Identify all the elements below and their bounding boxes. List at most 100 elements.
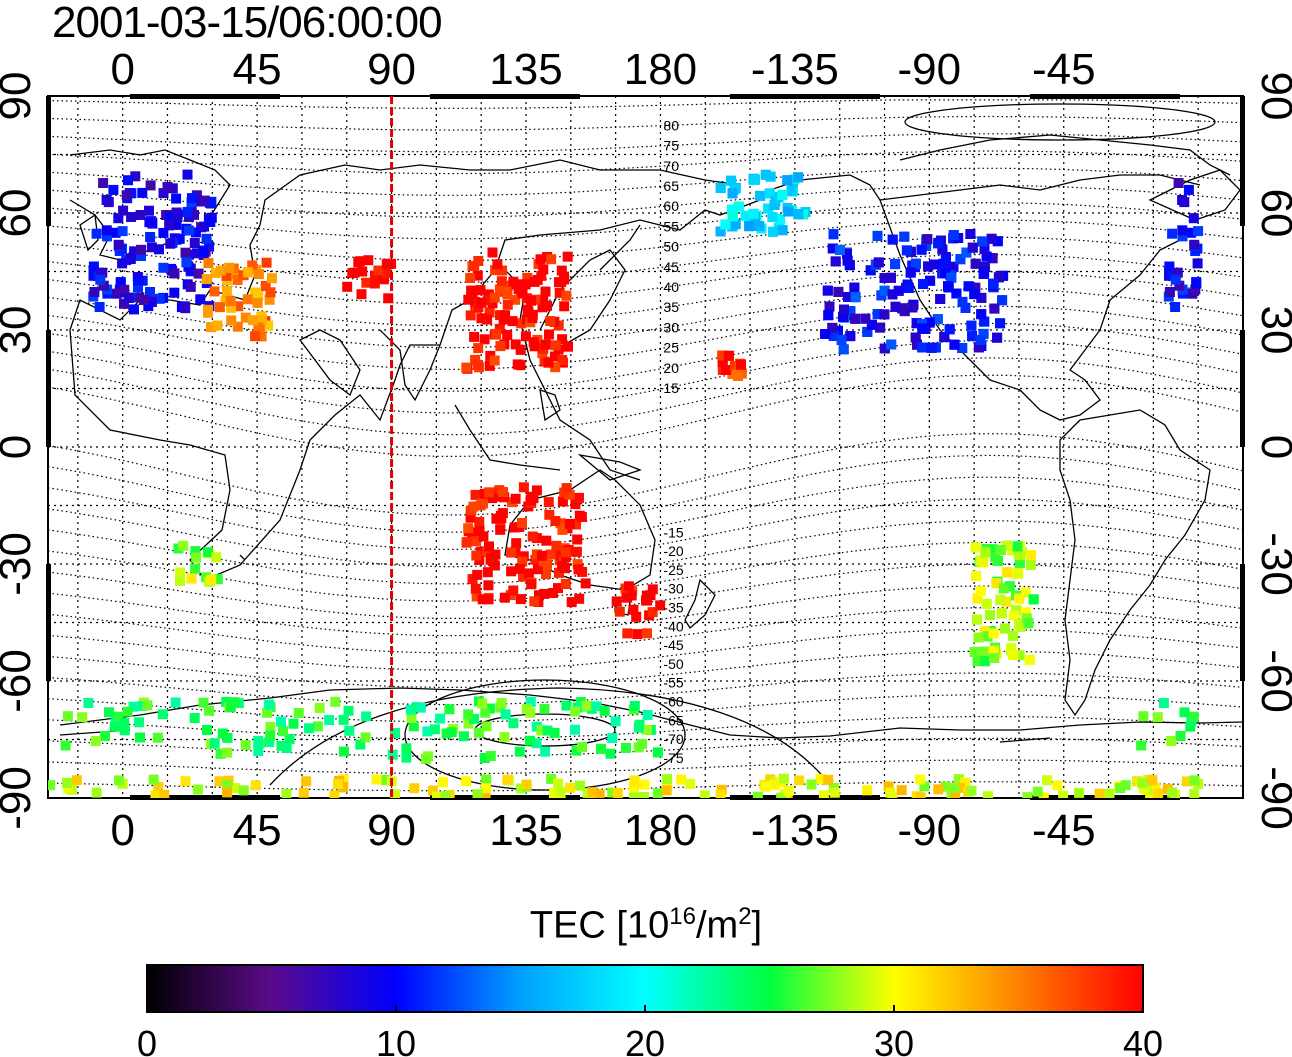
tec-pixel <box>647 607 658 618</box>
tec-pixel <box>822 285 833 296</box>
tec-pixel <box>1014 557 1025 568</box>
tec-pixel <box>970 542 981 553</box>
magnetic-latitude-label: -65 <box>663 712 683 728</box>
tec-pixel <box>911 318 922 329</box>
tec-pixel <box>480 790 491 798</box>
colorbar-tick-label: 0 <box>137 1023 157 1057</box>
magnetic-latitude-label: 65 <box>663 178 679 194</box>
tec-pixel <box>438 777 448 788</box>
tec-pixel <box>641 724 652 735</box>
y-tick-label-left: -60 <box>0 649 40 713</box>
tec-pixel <box>253 746 264 756</box>
x-tick-label-bottom: 90 <box>367 806 416 855</box>
tec-pixel <box>1191 278 1202 289</box>
y-tick-label-right: -30 <box>1252 532 1292 596</box>
tec-pixel <box>893 285 904 296</box>
x-tick-label-bottom: -90 <box>898 806 962 855</box>
tec-pixel <box>496 276 507 287</box>
tec-pixel <box>998 583 1009 594</box>
tec-pixel <box>960 777 971 788</box>
tec-pixel <box>628 789 639 798</box>
tec-pixel <box>830 256 841 267</box>
tec-pixel <box>520 279 531 290</box>
tec-pixel <box>499 492 510 503</box>
tec-pixel <box>540 339 551 350</box>
tec-pixel <box>387 749 398 760</box>
tec-pixel <box>860 313 871 324</box>
magnetic-latitude-label: 40 <box>663 279 679 295</box>
y-tick-label-left: 90 <box>0 72 40 121</box>
tec-pixel <box>369 278 380 289</box>
tec-pixel <box>580 578 591 589</box>
tec-pixel <box>923 261 934 272</box>
tec-pixel <box>879 285 890 296</box>
tec-pixel <box>202 725 212 735</box>
tec-pixel <box>314 702 325 713</box>
tec-pixel <box>164 220 175 231</box>
tec-pixel <box>917 342 928 353</box>
tec-pixel <box>191 552 202 563</box>
tec-pixel <box>969 289 980 300</box>
tec-pixel <box>577 742 587 752</box>
tec-pixel <box>1189 239 1200 250</box>
tec-pixel <box>872 309 883 320</box>
x-tick-label-top: 45 <box>233 45 282 94</box>
tec-pixel <box>897 303 908 314</box>
magnetic-latitude-label: -35 <box>663 599 683 615</box>
tec-pixel <box>265 730 276 741</box>
magnetic-latitude-label: 35 <box>663 299 679 315</box>
tec-pixel <box>409 783 420 794</box>
tec-pixel <box>662 774 672 784</box>
magnetic-latitude-label: -40 <box>663 618 683 634</box>
tec-pixel <box>117 226 128 237</box>
tec-pixel <box>89 287 100 297</box>
tec-pixel <box>95 274 106 285</box>
tec-pixel <box>622 592 633 603</box>
magnetic-latitude-label: -75 <box>663 750 683 766</box>
tec-pixel <box>153 781 164 792</box>
tec-pixel <box>629 700 640 711</box>
magnetic-latitude-label: 80 <box>663 117 679 133</box>
tec-pixel <box>1158 698 1169 708</box>
magnetic-latitude-label: -30 <box>663 581 683 597</box>
x-tick-label-bottom: -45 <box>1032 806 1096 855</box>
tec-pixel <box>361 711 372 722</box>
tec-pixel <box>489 355 500 366</box>
tec-pixel <box>979 261 990 272</box>
tec-pixel <box>599 705 610 716</box>
tec-pixel <box>527 531 538 542</box>
tec-pixel <box>401 743 412 754</box>
tec-pixel <box>614 606 625 617</box>
tec-pixel <box>63 783 74 794</box>
tec-pixel <box>390 789 400 798</box>
tec-pixel <box>979 646 990 657</box>
x-tick-label-top: -90 <box>898 45 962 94</box>
y-tick-label-right: 0 <box>1252 435 1292 459</box>
tec-pixel <box>976 309 987 320</box>
tec-pixel <box>546 774 557 784</box>
tec-pixel <box>988 645 999 656</box>
tec-pixel <box>639 779 650 790</box>
tec-pixel <box>201 274 212 285</box>
tec-pixel <box>940 252 951 263</box>
tec-pixel <box>264 294 275 305</box>
tec-pixel <box>559 301 570 312</box>
tec-pixel <box>502 289 513 300</box>
tec-pixel <box>541 569 551 580</box>
tec-pixel <box>214 302 225 313</box>
magnetic-latitude-line <box>48 305 1243 371</box>
tec-pixel <box>572 534 583 545</box>
tec-pixel <box>1014 650 1025 661</box>
tec-pixel <box>769 779 780 790</box>
magnetic-latitude-line <box>48 520 1243 585</box>
magnetic-latitude-line <box>48 133 1243 153</box>
tec-pixel <box>990 552 1001 563</box>
tec-pixel <box>827 243 838 254</box>
tec-pixel <box>572 559 583 570</box>
tec-pixel <box>253 322 264 333</box>
tec-pixel <box>977 236 988 247</box>
tec-pixel <box>199 221 210 232</box>
tec-pixel <box>499 732 510 743</box>
tec-pixel <box>405 704 416 715</box>
tec-pixel <box>912 339 922 350</box>
